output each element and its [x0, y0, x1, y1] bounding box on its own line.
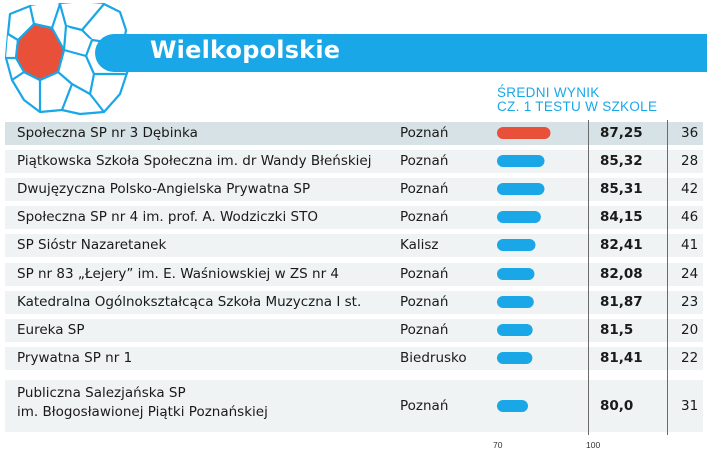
city: Poznań — [400, 181, 449, 197]
rank-value: 31 — [681, 398, 699, 414]
rank-value: 20 — [681, 322, 699, 338]
city: Biedrusko — [400, 350, 467, 366]
city: Poznań — [400, 398, 449, 414]
city: Kalisz — [400, 237, 439, 253]
school-name: SP Sióstr Nazaretanek — [17, 237, 167, 253]
score-column-divider — [588, 120, 589, 435]
city: Poznań — [400, 322, 449, 338]
bar — [497, 268, 535, 280]
score-value: 87,25 — [600, 125, 643, 141]
score-value: 80,0 — [600, 398, 634, 414]
school-name: Dwujęzyczna Polsko-Angielska Prywatna SP — [17, 181, 311, 197]
score-column-header-line1: ŚREDNI WYNIK — [497, 85, 600, 100]
city: Poznań — [400, 294, 449, 310]
bar — [497, 155, 545, 167]
bar — [497, 324, 533, 336]
score-column-header: ŚREDNI WYNIK CZ. 1 TESTU W SZKOLE — [497, 86, 667, 114]
school-name: Eureka SP — [17, 322, 85, 338]
bar — [497, 239, 536, 251]
bar — [497, 352, 533, 364]
rank-value: 46 — [681, 209, 699, 225]
rank-value: 22 — [681, 350, 699, 366]
score-value: 85,32 — [600, 153, 643, 169]
city: Poznań — [400, 209, 449, 225]
rank-value: 41 — [681, 237, 699, 253]
school-name: Katedralna Ogólnokształcąca Szkoła Muzyc… — [17, 294, 362, 310]
bar — [497, 183, 545, 195]
rank-value: 42 — [681, 181, 699, 197]
table-row: Publiczna Salezjańska SP im. Błogosławio… — [5, 380, 703, 432]
rank-value: 28 — [681, 153, 699, 169]
school-name: Prywatna SP nr 1 — [17, 350, 133, 366]
city: Poznań — [400, 153, 449, 169]
score-value: 82,08 — [600, 266, 643, 282]
city: Poznań — [400, 266, 449, 282]
school-name: Społeczna SP nr 4 im. prof. A. Wodziczki… — [17, 209, 318, 225]
region-banner — [95, 34, 707, 72]
school-name: Piątkowska Szkoła Społeczna im. dr Wandy… — [17, 153, 372, 169]
score-column-header-line2: CZ. 1 TESTU W SZKOLE — [497, 99, 658, 114]
school-name-line1: Publiczna Salezjańska SP — [17, 385, 186, 401]
rank-value: 23 — [681, 294, 699, 310]
score-value: 81,5 — [600, 322, 634, 338]
x-tick-label: 70 — [493, 440, 503, 450]
school-name-line2: im. Błogosławionej Piątki Poznańskiej — [17, 404, 268, 420]
city: Poznań — [400, 125, 449, 141]
school-name: Społeczna SP nr 3 Dębinka — [17, 125, 198, 141]
score-value: 81,41 — [600, 350, 643, 366]
school-name: SP nr 83 „Łejery” im. E. Waśniowskiej w … — [17, 266, 340, 282]
rank-column-divider — [667, 120, 668, 435]
x-tick-label: 100 — [586, 440, 601, 450]
score-value: 81,87 — [600, 294, 643, 310]
score-value: 82,41 — [600, 237, 643, 253]
bar — [497, 400, 528, 412]
rank-value: 24 — [681, 266, 699, 282]
score-value: 84,15 — [600, 209, 643, 225]
rank-value: 36 — [681, 125, 699, 141]
bar — [497, 296, 534, 308]
page-title: Wielkopolskie — [150, 36, 341, 64]
bar — [497, 211, 541, 223]
score-value: 85,31 — [600, 181, 643, 197]
bar — [497, 127, 551, 139]
